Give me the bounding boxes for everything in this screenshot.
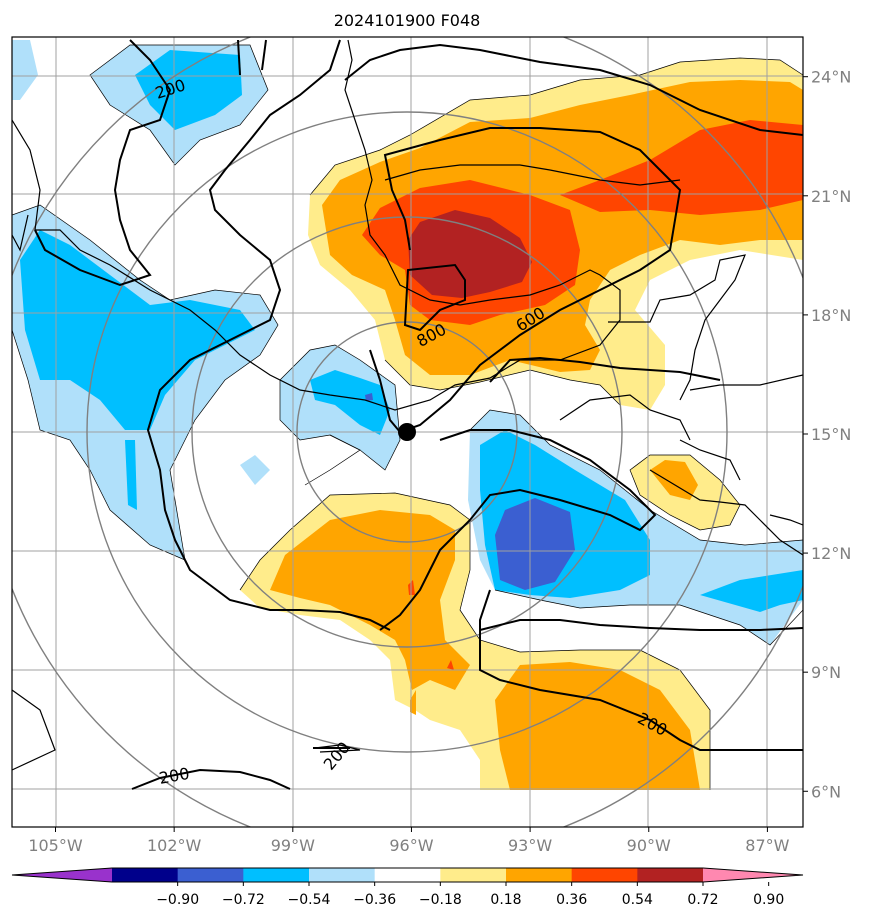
chart-title: 2024101900 F048 xyxy=(334,11,481,30)
colorbar-tick-label: 0.36 xyxy=(556,892,587,908)
colorbar: −0.90 −0.72 −0.54 −0.36 −0.18 0.18 0.36 0.54 0.7… xyxy=(11,867,804,908)
colorbar-segment xyxy=(177,868,244,882)
x-axis-ticks: 105°W 102°W 99°W 96°W 93°W 90°W 87°W xyxy=(28,827,790,855)
x-tick-label: 102°W xyxy=(147,836,202,855)
colorbar-segment xyxy=(309,868,376,882)
colorbar-segment xyxy=(637,868,704,882)
colorbar-segment xyxy=(243,868,310,882)
colorbar-tick-label: 0.90 xyxy=(753,892,784,908)
x-tick-label: 99°W xyxy=(271,836,315,855)
colorbar-segment xyxy=(571,868,638,882)
colorbar-outline xyxy=(11,867,804,883)
colorbar-tick-label: 0.18 xyxy=(490,892,521,908)
colorbar-segment xyxy=(440,868,507,882)
y-tick-label: 15°N xyxy=(811,425,851,444)
y-tick-label: 21°N xyxy=(811,187,851,206)
colorbar-extend-low xyxy=(12,868,112,882)
x-tick-label: 90°W xyxy=(627,836,671,855)
colorbar-tick-label: 0.72 xyxy=(687,892,718,908)
y-tick-label: 12°N xyxy=(811,544,851,563)
colorbar-segment xyxy=(112,868,179,882)
shading-positive-max xyxy=(408,210,532,298)
colorbar-segment xyxy=(374,868,441,882)
location-marker xyxy=(398,423,416,441)
map-frame xyxy=(11,36,804,828)
colorbar-tick-label: −0.72 xyxy=(222,892,265,908)
colorbar-tick-label: −0.90 xyxy=(156,892,199,908)
colorbar-tick-label: −0.36 xyxy=(353,892,396,908)
colorbar-extend-high xyxy=(703,868,803,882)
shading-negative-dark xyxy=(365,393,575,590)
x-tick-label: 87°W xyxy=(745,836,789,855)
y-tick-label: 24°N xyxy=(811,68,851,87)
x-tick-label: 105°W xyxy=(28,836,83,855)
y-tick-label: 9°N xyxy=(811,663,841,682)
colorbar-segment xyxy=(506,868,573,882)
colorbar-tick-label: −0.54 xyxy=(288,892,331,908)
x-tick-label: 96°W xyxy=(389,836,433,855)
y-tick-label: 6°N xyxy=(811,782,841,801)
colorbar-tick-label: 0.54 xyxy=(622,892,653,908)
y-tick-label: 18°N xyxy=(811,306,851,325)
y-axis-ticks: 6°N 9°N 12°N 15°N 18°N 21°N 24°N xyxy=(803,68,851,801)
colorbar-tick-label: −0.18 xyxy=(419,892,462,908)
coastlines xyxy=(12,39,803,771)
x-tick-label: 93°W xyxy=(508,836,552,855)
thin-contours xyxy=(12,44,803,790)
